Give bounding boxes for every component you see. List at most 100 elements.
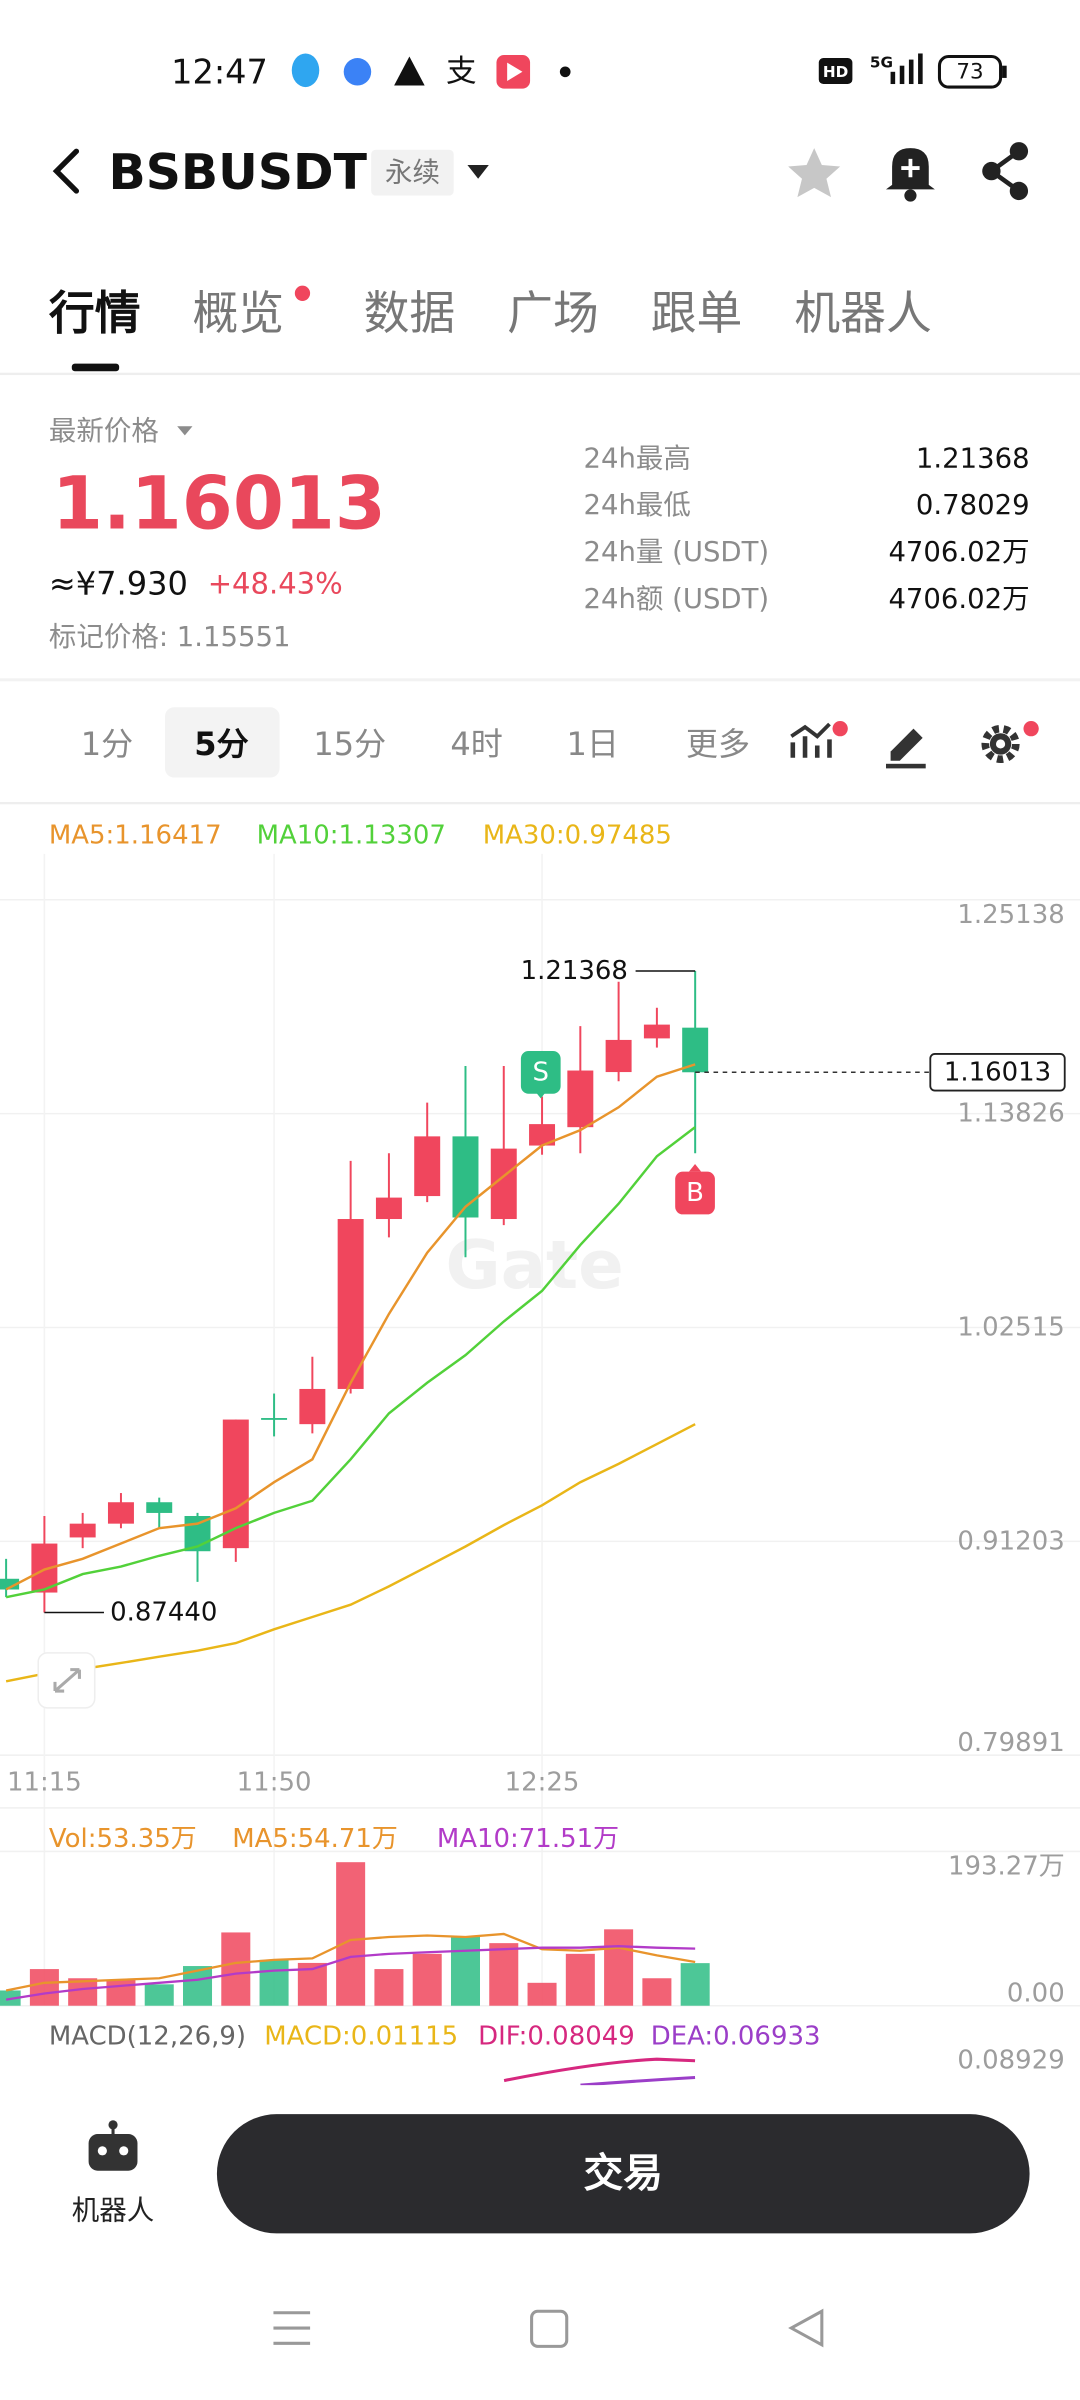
last-price: 1.16013 (52, 462, 386, 547)
divider (0, 678, 1080, 682)
divider (0, 801, 1080, 805)
candle-body (452, 1136, 479, 1218)
stat-label: 24h额 (USDT) (584, 583, 770, 615)
contract-tag: 永续 (385, 157, 440, 189)
stat-value: 0.78029 (916, 489, 1030, 521)
stat-value: 4706.02万 (888, 583, 1029, 615)
volume-bar (259, 1959, 289, 2006)
candle-body (69, 1523, 96, 1538)
settings-button[interactable] (981, 721, 1039, 764)
nav-bar (273, 2308, 824, 2348)
symbol: BSBUSDT (108, 144, 367, 201)
candle-body (605, 1039, 632, 1073)
divider (0, 372, 1080, 376)
price-label: 最新价格 (49, 415, 159, 447)
status-network: 5G (870, 54, 893, 72)
tab[interactable]: 行情 (49, 286, 141, 340)
back-button[interactable] (52, 148, 80, 194)
last-price-box (929, 1053, 1066, 1092)
robot-label[interactable]: 机器人 (72, 2194, 154, 2226)
volume-bar (68, 1978, 98, 2006)
legend-entry: MA10:71.51万 (437, 1824, 619, 1854)
interval[interactable]: 1日 (566, 725, 618, 763)
volume-bar (642, 1978, 672, 2006)
robot-icon[interactable] (88, 2120, 138, 2171)
stat-value: 1.21368 (916, 442, 1030, 474)
stat-label: 24h最低 (584, 489, 691, 521)
svg-text:支: 支 (446, 54, 477, 89)
volume-bar (412, 1953, 442, 2006)
x-tick-label: 12:25 (505, 1768, 580, 1798)
ma-line (5, 1126, 696, 1599)
macd-dif: DIF:0.08049 (478, 2021, 635, 2051)
interval[interactable]: 1分 (81, 725, 133, 763)
cny-price: ≈¥7.930 (49, 565, 188, 603)
volume-bar (29, 1969, 59, 2006)
expand-button[interactable] (37, 1652, 96, 1709)
nav-back[interactable] (788, 2308, 824, 2348)
stats: 24h最高 1.21368 24h最低 0.78029 24h量 (USDT) 4706.… (584, 442, 1030, 615)
last-price-label: 1.16013 (944, 1057, 1051, 1087)
candle-body (337, 1219, 364, 1389)
candle-body (222, 1419, 249, 1549)
trade-button[interactable] (216, 2114, 1030, 2234)
interval[interactable]: 4时 (450, 725, 502, 763)
stat-label: 24h量 (USDT) (584, 536, 770, 568)
volume-bar (565, 1953, 595, 2006)
volume-bar (336, 1862, 366, 2006)
legend-entry: MA10:1.13307 (257, 821, 446, 851)
share-button[interactable] (982, 142, 1029, 201)
price-change: +48.43% (208, 567, 343, 601)
macd-value: MACD:0.01115 (264, 2021, 458, 2051)
legend-entry: MA5:1.16417 (49, 821, 222, 851)
favorite-button[interactable] (788, 148, 841, 198)
macd-line (503, 2057, 696, 2083)
volume-bar (374, 1969, 404, 2006)
volume-bar (221, 1932, 251, 2006)
y-tick-label: 193.27万 (948, 1852, 1065, 1882)
tab-badge (294, 285, 311, 301)
candle-body (643, 1024, 670, 1039)
trade-marker-label: S (533, 1057, 549, 1087)
volume-bar (144, 1984, 174, 2006)
candle-body (567, 1070, 594, 1128)
tab[interactable]: 概览 (192, 286, 284, 340)
y-tick-label: 1.02515 (957, 1312, 1064, 1342)
alert-button[interactable] (885, 148, 935, 202)
legend-entry: MA5:54.71万 (232, 1824, 398, 1854)
svg-text:HD: HD (823, 63, 848, 81)
tab-indicator (71, 363, 120, 372)
legend-entry: MA30:0.97485 (483, 821, 672, 851)
volume-bar (106, 1979, 136, 2006)
stat-label: 24h最高 (584, 442, 691, 474)
candle-body (261, 1418, 288, 1420)
tab-bar: 行情 概览 数据 广场 跟单 机器人 (49, 286, 932, 340)
status-time: 12:47 (171, 52, 268, 91)
symbol-dropdown[interactable] (467, 164, 489, 179)
interval-bar: 1分 5分 15分 4时 1日 更多 (81, 725, 750, 763)
nav-home[interactable] (530, 2309, 569, 2348)
tab[interactable]: 数据 (364, 286, 456, 340)
volume-bar (450, 1936, 480, 2006)
divider (0, 1807, 1080, 1809)
high-marker-label: 1.21368 (521, 956, 628, 986)
macd-tick: 0.08929 (957, 2046, 1064, 2076)
interval[interactable]: 更多 (686, 725, 750, 763)
interval[interactable]: 15分 (313, 725, 386, 763)
tab[interactable]: 广场 (507, 286, 599, 340)
indicator-button[interactable] (790, 721, 848, 758)
trade-label[interactable]: 交易 (584, 2151, 663, 2197)
price-dropdown[interactable] (177, 426, 193, 436)
interval[interactable]: 5分 (194, 725, 248, 763)
draw-button[interactable] (885, 728, 926, 769)
nav-menu[interactable] (273, 2311, 311, 2345)
tab[interactable]: 跟单 (651, 286, 743, 340)
volume-bar (489, 1943, 519, 2006)
legend-entry: Vol:53.35万 (49, 1824, 197, 1854)
tab[interactable]: 机器人 (794, 286, 931, 340)
trade-marker-label: B (686, 1178, 704, 1208)
mark-price: 标记价格: 1.15551 (49, 621, 291, 653)
